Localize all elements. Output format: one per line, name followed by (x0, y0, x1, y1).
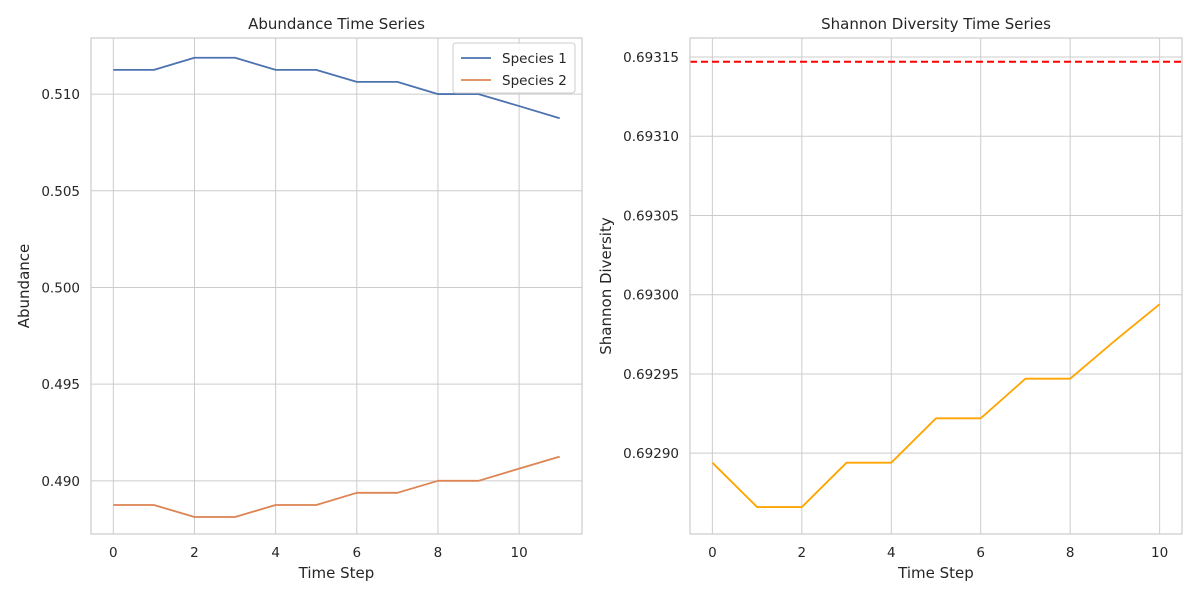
shannon-series (711, 303, 1161, 508)
shannon-grid (690, 38, 1182, 534)
shannon-y-tick-label: 0.69295 (623, 367, 679, 383)
shannon-x-tick-label: 4 (887, 545, 896, 561)
shannon-x-tick-label: 0 (708, 545, 717, 561)
abundance-grid (91, 38, 582, 534)
shannon-x-tick-label: 2 (798, 545, 807, 561)
abundance-x-ticks: 0 2 4 6 8 10 (109, 545, 528, 561)
shannon-x-ticks: 0 2 4 6 8 10 (708, 545, 1168, 561)
shannon-y-ticks: 0.69290 0.69295 0.69300 0.69305 0.69310 0.693… (623, 50, 679, 462)
abundance-y-tick-label: 0.495 (41, 377, 80, 393)
shannon-y-tick-label: 0.69305 (623, 208, 679, 224)
shannon-line-series-1 (711, 303, 1161, 508)
shannon-y-tick-label: 0.69310 (623, 129, 679, 145)
shannon-y-tick-label: 0.69300 (623, 288, 679, 304)
shannon-x-tick-label: 10 (1151, 545, 1168, 561)
shannon-chart-title: Shannon Diversity Time Series (821, 15, 1051, 33)
abundance-line-species-1 (113, 56, 560, 120)
shannon-x-axis-label: Time Step (897, 564, 974, 582)
abundance-y-axis-label: Abundance (15, 244, 33, 329)
shannon-y-axis-label: Shannon Diversity (597, 217, 615, 355)
abundance-x-tick-label: 10 (511, 545, 528, 561)
shannon-y-tick-label: 0.69315 (623, 50, 679, 66)
abundance-x-axis-label: Time Step (298, 564, 375, 582)
abundance-x-tick-label: 6 (352, 545, 361, 561)
abundance-chart-title: Abundance Time Series (248, 15, 425, 33)
abundance-y-tick-label: 0.510 (41, 87, 80, 103)
abundance-legend: Species 1 Species 2 (452, 42, 576, 94)
shannon-x-tick-label: 8 (1066, 545, 1075, 561)
shannon-x-tick-label: 6 (976, 545, 985, 561)
legend-label-species-2: Species 2 (502, 73, 567, 89)
abundance-series (113, 56, 560, 518)
abundance-y-tick-label: 0.490 (41, 474, 80, 490)
abundance-x-tick-label: 0 (109, 545, 118, 561)
abundance-x-tick-label: 4 (271, 545, 280, 561)
abundance-chart: 0 2 4 6 8 10 0.490 0.495 0.500 0.505 0.510 Abunda… (15, 15, 583, 582)
abundance-y-tick-label: 0.505 (41, 184, 80, 200)
abundance-plot-frame (90, 37, 583, 535)
abundance-line-species-2 (113, 455, 560, 518)
abundance-y-ticks: 0.490 0.495 0.500 0.505 0.510 (41, 87, 80, 490)
shannon-y-tick-label: 0.69290 (623, 446, 679, 462)
abundance-y-tick-label: 0.500 (41, 280, 80, 296)
shannon-diversity-chart: 0 2 4 6 8 10 0.692900.692950.693000.693050.69… (597, 15, 1183, 582)
legend-label-species-1: Species 1 (502, 51, 567, 67)
abundance-x-tick-label: 2 (190, 545, 199, 561)
abundance-x-tick-label: 8 (434, 545, 443, 561)
shannon-plot-frame (689, 37, 1183, 535)
